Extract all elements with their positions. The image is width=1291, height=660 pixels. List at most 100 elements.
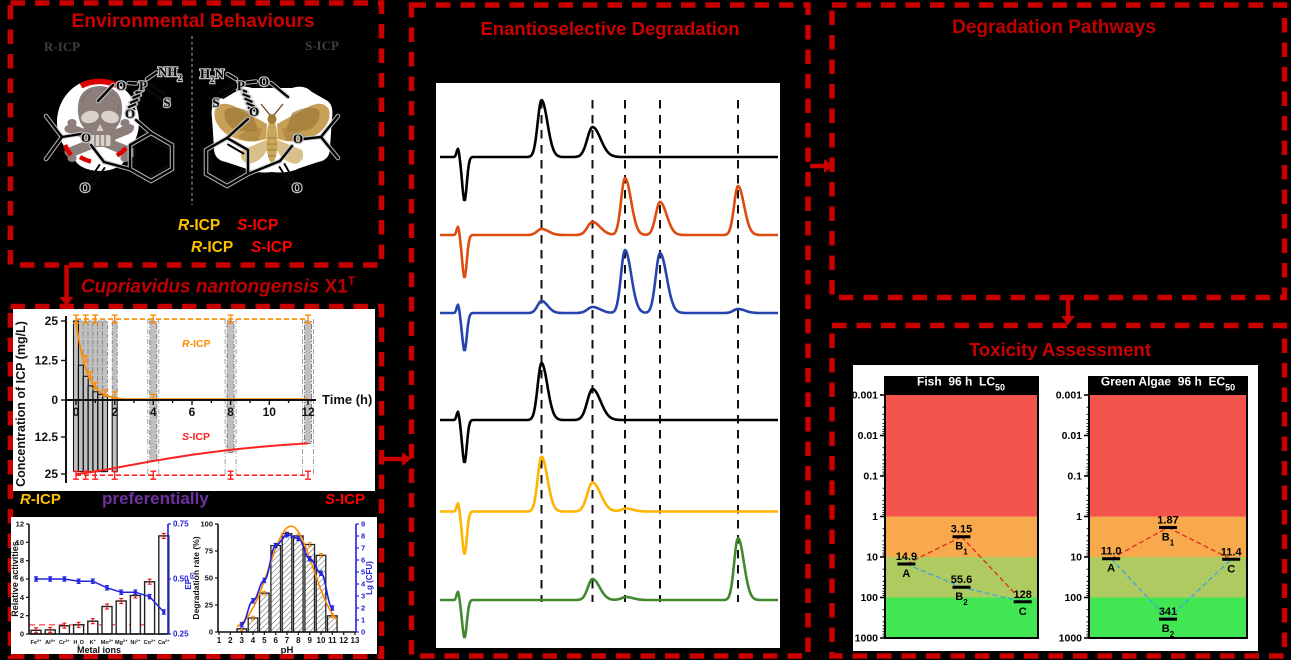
svg-text:O: O bbox=[249, 104, 259, 119]
svg-text:1.87: 1.87 bbox=[1157, 515, 1178, 527]
svg-text:C: C bbox=[1019, 606, 1027, 618]
svg-text:12.5: 12.5 bbox=[35, 430, 59, 444]
svg-text:Concentration of ICP (mg/L): Concentration of ICP (mg/L) bbox=[14, 321, 28, 487]
svg-text:5: 5 bbox=[361, 568, 365, 577]
svg-text:11.4: 11.4 bbox=[1221, 546, 1243, 558]
svg-text:Cr3+: Cr3+ bbox=[59, 638, 70, 647]
svg-text:Mn2+: Mn2+ bbox=[101, 638, 114, 647]
svg-text:H2N: H2N bbox=[200, 66, 225, 85]
svg-text:4: 4 bbox=[150, 405, 157, 419]
svg-text:C: C bbox=[1227, 563, 1235, 575]
svg-text:P: P bbox=[237, 78, 245, 93]
svg-text:Ni2+: Ni2+ bbox=[130, 638, 141, 647]
svg-text:9: 9 bbox=[307, 636, 312, 645]
svg-text:S-ICP: S-ICP bbox=[251, 239, 292, 256]
svg-text:10: 10 bbox=[1070, 552, 1082, 564]
svg-text:14.9: 14.9 bbox=[896, 551, 917, 563]
svg-text:100: 100 bbox=[200, 520, 213, 529]
svg-text:6: 6 bbox=[273, 636, 278, 645]
svg-text:O: O bbox=[116, 78, 126, 93]
svg-text:11.0: 11.0 bbox=[1101, 546, 1122, 558]
svg-text:Fish 96 h LC50: Fish 96 h LC50 bbox=[917, 375, 1005, 393]
svg-text:13: 13 bbox=[351, 636, 360, 645]
svg-text:3.15: 3.15 bbox=[951, 524, 972, 536]
svg-text:1: 1 bbox=[872, 511, 878, 523]
svg-text:S-ICP: S-ICP bbox=[182, 431, 210, 443]
svg-text:12: 12 bbox=[16, 520, 24, 529]
svg-text:Fe3+: Fe3+ bbox=[31, 638, 43, 647]
svg-text:55.6: 55.6 bbox=[951, 574, 972, 586]
svg-text:0.01: 0.01 bbox=[1062, 430, 1083, 442]
svg-text:4: 4 bbox=[361, 580, 366, 589]
svg-text:5: 5 bbox=[262, 636, 267, 645]
svg-text:50: 50 bbox=[205, 574, 213, 583]
svg-text:NH2: NH2 bbox=[158, 64, 183, 83]
svg-text:pH: pH bbox=[281, 645, 294, 654]
svg-text:Time (h): Time (h) bbox=[322, 392, 372, 407]
svg-text:25: 25 bbox=[45, 467, 59, 481]
svg-text:S-ICP: S-ICP bbox=[305, 38, 339, 53]
svg-text:R-ICP: R-ICP bbox=[44, 39, 80, 54]
svg-text:2: 2 bbox=[20, 611, 24, 620]
svg-text:7: 7 bbox=[285, 636, 290, 645]
svg-text:Relative activities: Relative activities bbox=[11, 541, 20, 617]
svg-text:S: S bbox=[212, 95, 219, 110]
svg-text:6: 6 bbox=[189, 405, 196, 419]
svg-text:0.75: 0.75 bbox=[173, 520, 189, 529]
svg-text:25: 25 bbox=[205, 601, 213, 610]
svg-text:Co2+: Co2+ bbox=[144, 638, 157, 647]
svg-text:A: A bbox=[1107, 563, 1115, 575]
svg-text:8: 8 bbox=[20, 556, 24, 565]
svg-text:Green Algae 96 h EC50: Green Algae 96 h EC50 bbox=[1101, 375, 1235, 393]
svg-text:8: 8 bbox=[227, 405, 234, 419]
svg-text:1000: 1000 bbox=[855, 633, 879, 645]
svg-text:2: 2 bbox=[228, 636, 233, 645]
svg-text:1: 1 bbox=[361, 616, 365, 625]
svg-text:A: A bbox=[902, 568, 910, 580]
svg-text:6: 6 bbox=[20, 575, 24, 584]
svg-text:1: 1 bbox=[217, 636, 222, 645]
svg-text:Metal ions: Metal ions bbox=[77, 645, 121, 654]
svg-text:0: 0 bbox=[51, 393, 58, 407]
svg-text:12.5: 12.5 bbox=[35, 354, 59, 368]
svg-text:O: O bbox=[293, 131, 303, 146]
svg-text:2: 2 bbox=[361, 604, 365, 613]
svg-text:0.50: 0.50 bbox=[173, 575, 189, 584]
svg-text:12: 12 bbox=[301, 405, 315, 419]
svg-text:O: O bbox=[80, 180, 90, 195]
svg-text:0.1: 0.1 bbox=[1067, 471, 1082, 483]
svg-text:0: 0 bbox=[209, 628, 213, 637]
svg-text:0.01: 0.01 bbox=[858, 430, 879, 442]
svg-text:Degradation rate (%): Degradation rate (%) bbox=[191, 536, 201, 619]
svg-text:Al3+: Al3+ bbox=[45, 638, 56, 647]
svg-text:O: O bbox=[259, 74, 269, 89]
svg-text:11: 11 bbox=[328, 636, 337, 645]
svg-text:1000: 1000 bbox=[1059, 633, 1083, 645]
svg-text:7: 7 bbox=[361, 544, 365, 553]
svg-text:9: 9 bbox=[361, 520, 365, 529]
svg-text:75: 75 bbox=[205, 547, 213, 556]
svg-text:100: 100 bbox=[1064, 592, 1082, 604]
svg-text:8: 8 bbox=[361, 532, 365, 541]
svg-text:8: 8 bbox=[296, 636, 301, 645]
svg-text:341: 341 bbox=[1159, 606, 1177, 618]
svg-text:10: 10 bbox=[16, 538, 24, 547]
svg-text:4: 4 bbox=[20, 593, 25, 602]
svg-text:0: 0 bbox=[361, 628, 365, 637]
svg-text:10: 10 bbox=[866, 552, 878, 564]
svg-text:Lg (CFU): Lg (CFU) bbox=[365, 561, 374, 595]
svg-text:0.25: 0.25 bbox=[173, 630, 189, 639]
svg-text:R-ICP: R-ICP bbox=[191, 239, 233, 256]
svg-text:25: 25 bbox=[45, 314, 59, 328]
svg-text:3: 3 bbox=[361, 592, 365, 601]
svg-text:O: O bbox=[81, 130, 91, 145]
svg-text:R-ICP: R-ICP bbox=[178, 217, 220, 234]
svg-text:S-ICP: S-ICP bbox=[237, 217, 278, 234]
svg-text:6: 6 bbox=[361, 556, 365, 565]
svg-text:2: 2 bbox=[111, 405, 118, 419]
svg-text:H2O: H2O bbox=[73, 640, 84, 648]
svg-text:K+: K+ bbox=[90, 638, 97, 647]
svg-text:128: 128 bbox=[1014, 589, 1032, 601]
svg-text:P: P bbox=[139, 78, 147, 93]
svg-text:Mg2+: Mg2+ bbox=[115, 638, 128, 647]
